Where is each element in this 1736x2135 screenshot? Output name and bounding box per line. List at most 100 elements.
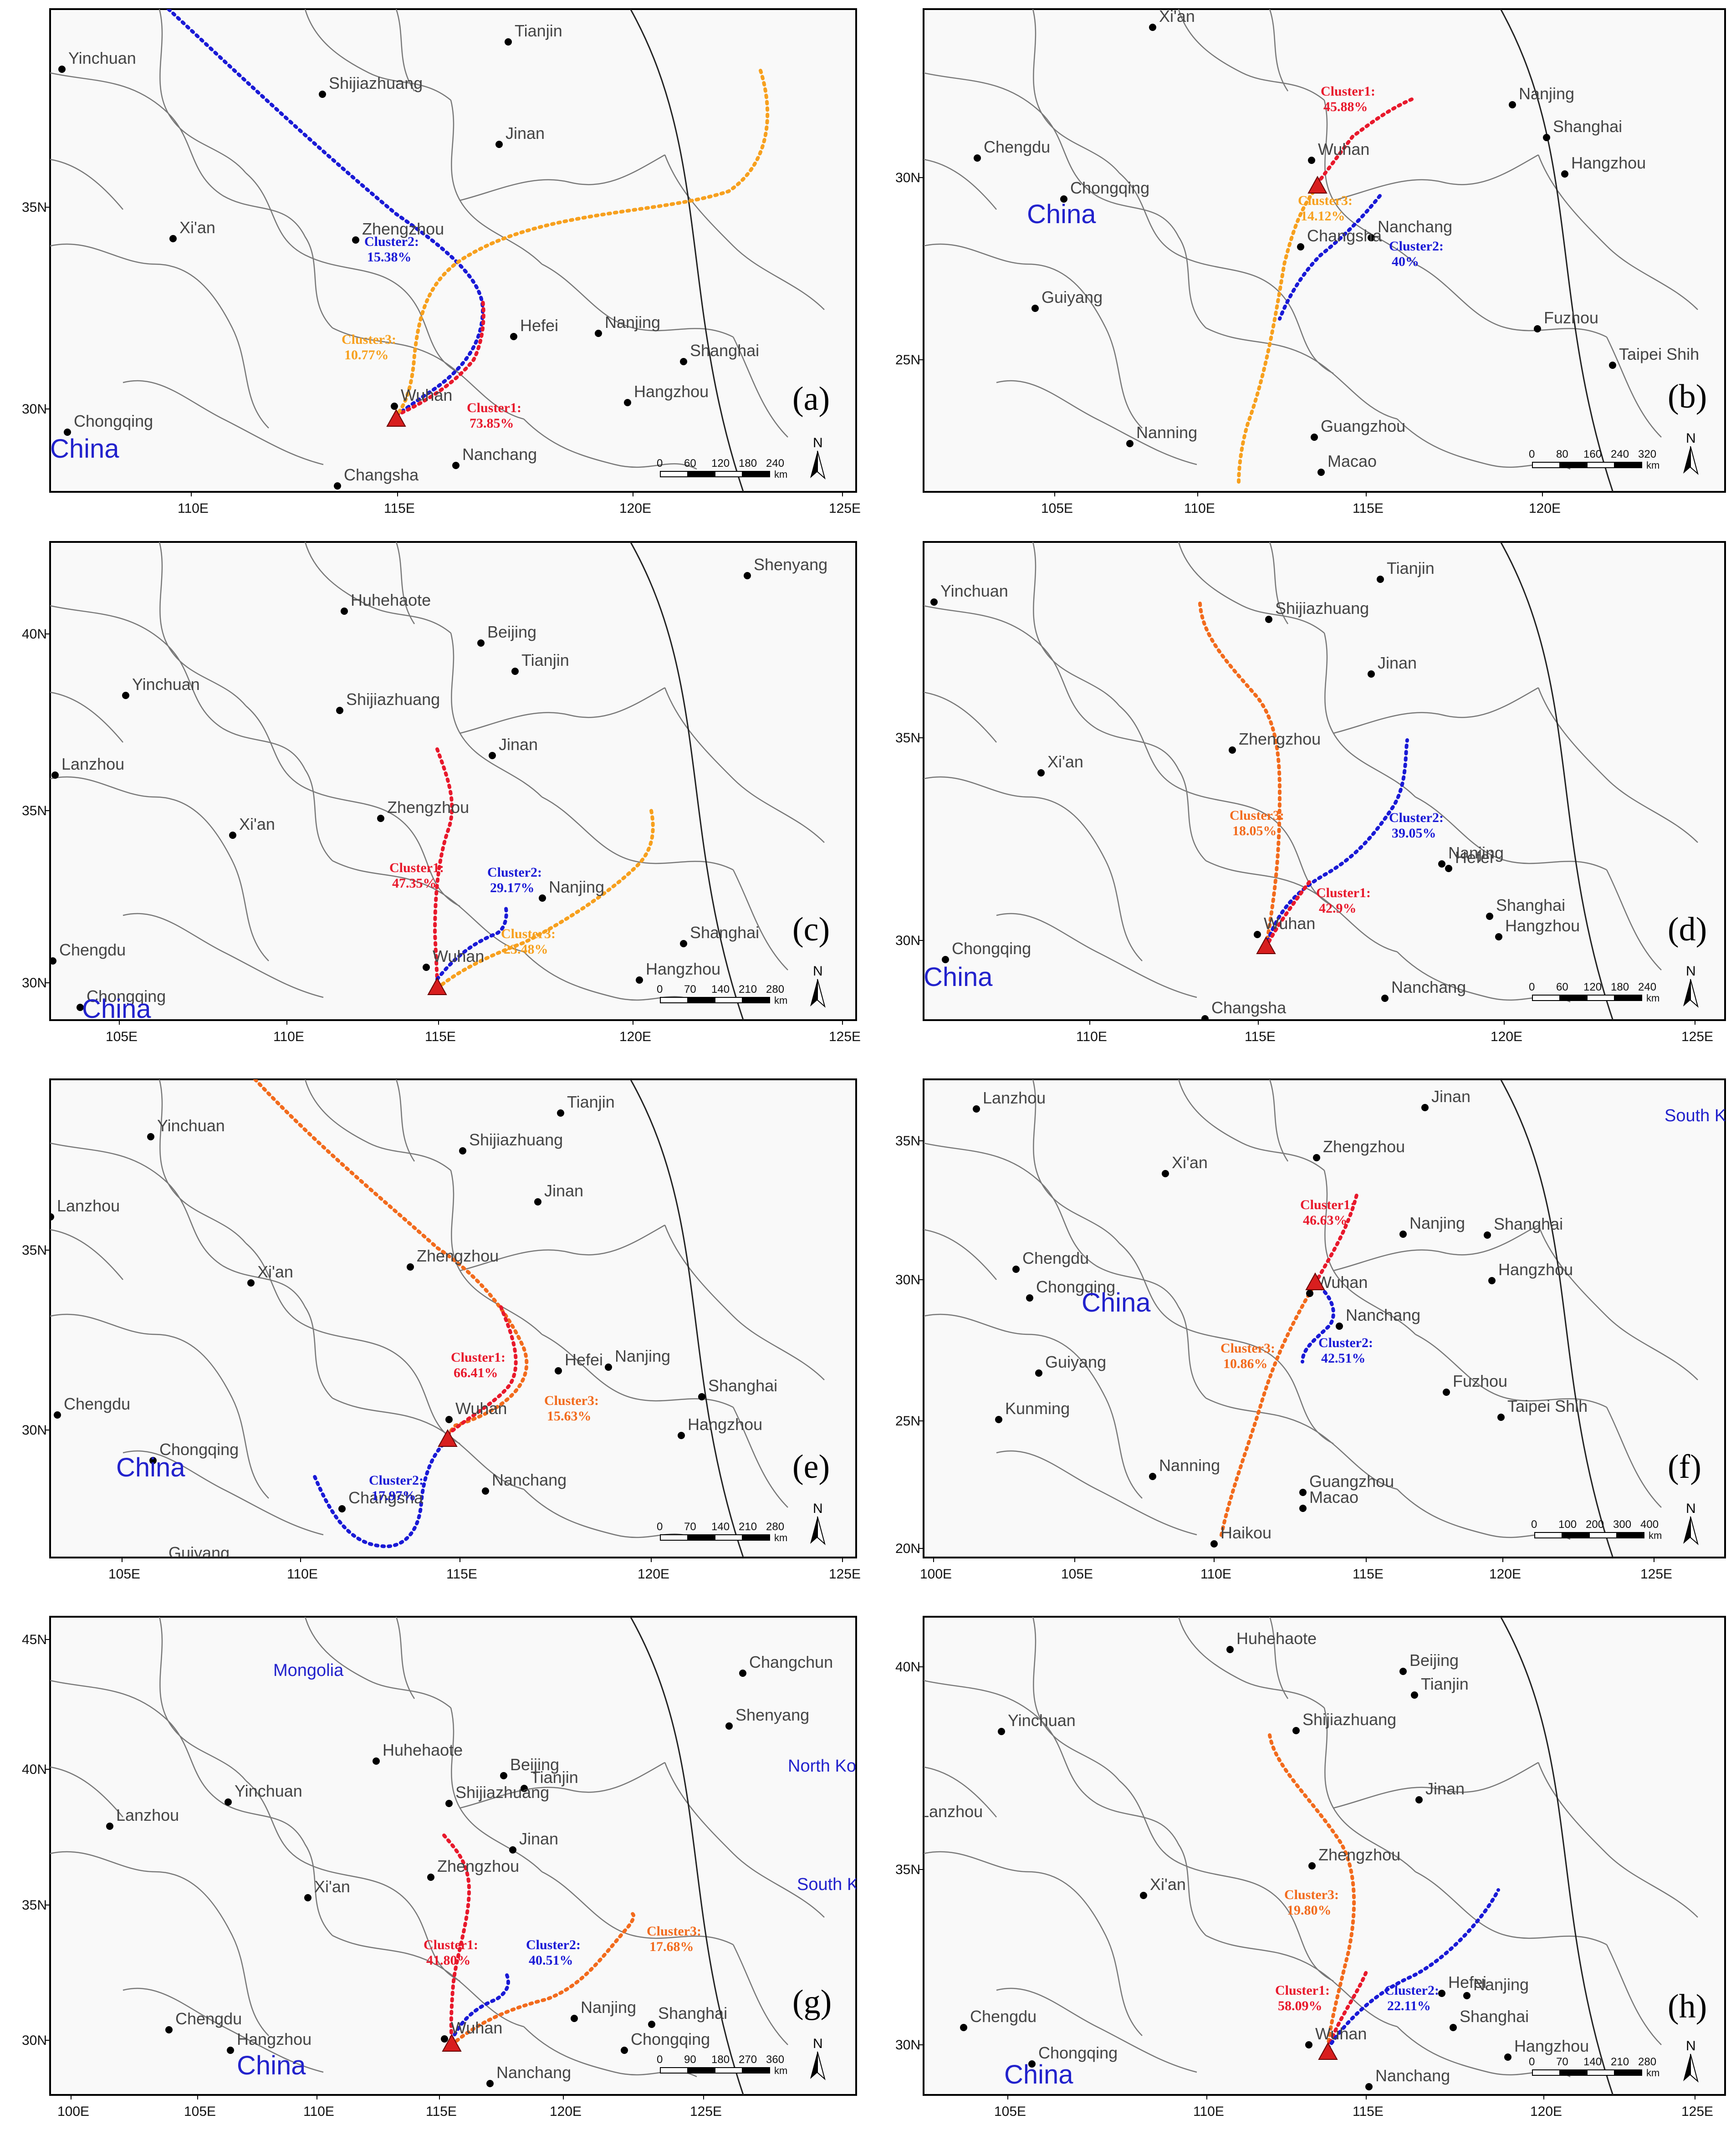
cluster-label: Cluster1: — [1300, 1197, 1355, 1212]
x-axis-tick: 105E — [108, 1567, 140, 1582]
city-label: Jinan — [544, 1181, 583, 1200]
trajectory-cluster1 — [442, 1834, 471, 2042]
city-dot — [165, 2026, 173, 2033]
city-label: Haikou — [1220, 1523, 1271, 1542]
province-border — [1333, 1762, 1539, 1809]
city-dot — [319, 91, 326, 98]
city-label: Chongqing — [1036, 1277, 1115, 1296]
x-axis-tick: 115E — [384, 501, 415, 516]
cluster-percent: 73.85% — [470, 416, 514, 431]
x-axis-tick: 120E — [1530, 2104, 1562, 2119]
city-dot — [500, 1772, 507, 1779]
city-dot — [942, 956, 949, 963]
city-dot — [1299, 1489, 1307, 1496]
province-border — [332, 1397, 524, 1490]
x-axis-tick: 125E — [1640, 1567, 1672, 1582]
x-axis-tick: 110E — [303, 2104, 334, 2119]
x-axis-tick: 110E — [1193, 2104, 1224, 2119]
cluster-label: Cluster2: — [1389, 239, 1444, 254]
city-dot — [739, 1670, 746, 1677]
map-panel-f: Lanzhou Jinan Xi'an Zhengzhou Nanjing Shangha… — [895, 1078, 1726, 1582]
scale-tick: 0 — [1529, 2056, 1535, 2068]
city-label: Kunming — [1005, 1399, 1070, 1418]
city-dot — [50, 1213, 54, 1221]
city-dot — [338, 1505, 346, 1512]
city-label: Beijing — [1409, 1651, 1459, 1670]
city-label: Shijiazhuang — [329, 74, 423, 92]
city-label: Jinan — [505, 124, 545, 143]
city-dot — [158, 1560, 166, 1568]
country-label: China — [1082, 1288, 1151, 1318]
x-axis-tick: 115E — [1245, 1029, 1276, 1044]
coastline — [630, 1617, 744, 2095]
city-dot — [441, 2035, 448, 2043]
city-label: Shijiazhuang — [1302, 1710, 1396, 1729]
city-dot — [1497, 1414, 1505, 1421]
city-dot — [680, 940, 687, 947]
cluster-label: Cluster1: — [467, 400, 521, 415]
scale-unit: km — [1646, 2067, 1659, 2079]
scale-tick: 200 — [1586, 1518, 1604, 1531]
city-label: Nanning — [1159, 1456, 1220, 1475]
x-axis-tick: 120E — [638, 1567, 669, 1582]
country-label: North Kore — [788, 1757, 872, 1776]
map-panel-c: Shenyang Huhehaote Beijing Tianjin Yinchuan S… — [22, 541, 861, 1044]
city-label: Chongqing — [1070, 179, 1149, 197]
y-axis-tick: 40N — [22, 627, 47, 642]
city-dot — [1162, 1170, 1169, 1177]
scale-tick: 90 — [684, 2053, 696, 2066]
x-axis-tick: 110E — [1184, 501, 1215, 516]
scale-tick: 0 — [1531, 1518, 1537, 1531]
province-border — [1178, 9, 1325, 101]
city-label: Zhengzhou — [1323, 1137, 1405, 1156]
city-label: Shijiazhuang — [469, 1130, 563, 1149]
scale-tick: 70 — [684, 1521, 696, 1533]
cluster-percent: 45.88% — [1323, 99, 1368, 114]
map-frame — [923, 1616, 1726, 2096]
city-label: Huhehaote — [1236, 1629, 1317, 1648]
city-label: Nanjing — [581, 1998, 636, 2017]
y-axis-tick: 40N — [22, 1762, 47, 1777]
city-label: Zhengzhou — [1318, 1845, 1400, 1864]
scale-tick: 160 — [1583, 448, 1602, 460]
cluster-label: Cluster2: — [369, 1473, 424, 1488]
city-label: Jinan — [1425, 1779, 1465, 1798]
city-label: Wuhan — [1315, 2024, 1367, 2043]
city-label: Nanchang — [1375, 2066, 1450, 2085]
coastline — [1500, 1079, 1614, 1558]
country-label: China — [116, 1453, 185, 1482]
city-label: Jinan — [1431, 1087, 1470, 1106]
province-border — [1119, 173, 1334, 374]
province-border — [732, 869, 788, 970]
cluster-percent: 40% — [1392, 254, 1419, 269]
trajectory-cluster3 — [450, 1911, 636, 2047]
svg-text:N: N — [1686, 2038, 1696, 2053]
cluster-percent: 17.97% — [372, 1488, 416, 1503]
city-dot — [555, 1367, 562, 1374]
city-label: Lanzhou — [983, 1088, 1046, 1107]
province-borders — [924, 1617, 1698, 2078]
map-frame — [923, 1078, 1726, 1558]
city-dot — [1313, 1154, 1320, 1161]
country-label: China — [50, 434, 119, 464]
cluster-percent: 17.68% — [649, 1939, 694, 1954]
city-label: Shanghai — [690, 341, 759, 360]
scale-tick: 240 — [1638, 981, 1656, 993]
city-dot — [1265, 616, 1272, 623]
city-label: Nanchang — [462, 445, 537, 464]
cluster-percent: 47.35% — [392, 876, 437, 891]
city-label: Xi'an — [1172, 1153, 1208, 1172]
province-border — [50, 243, 269, 429]
province-border — [1119, 705, 1334, 907]
city-dot — [1060, 195, 1067, 203]
coastline — [630, 1079, 744, 1558]
city-label: Lanzhou — [116, 1806, 179, 1824]
scale-tick: 120 — [711, 457, 730, 470]
province-borders — [50, 542, 825, 1003]
x-axis-tick: 120E — [550, 2104, 582, 2119]
x-axis-tick: 125E — [1681, 2104, 1713, 2119]
scale-tick: 0 — [657, 2053, 663, 2066]
province-border — [50, 776, 269, 961]
